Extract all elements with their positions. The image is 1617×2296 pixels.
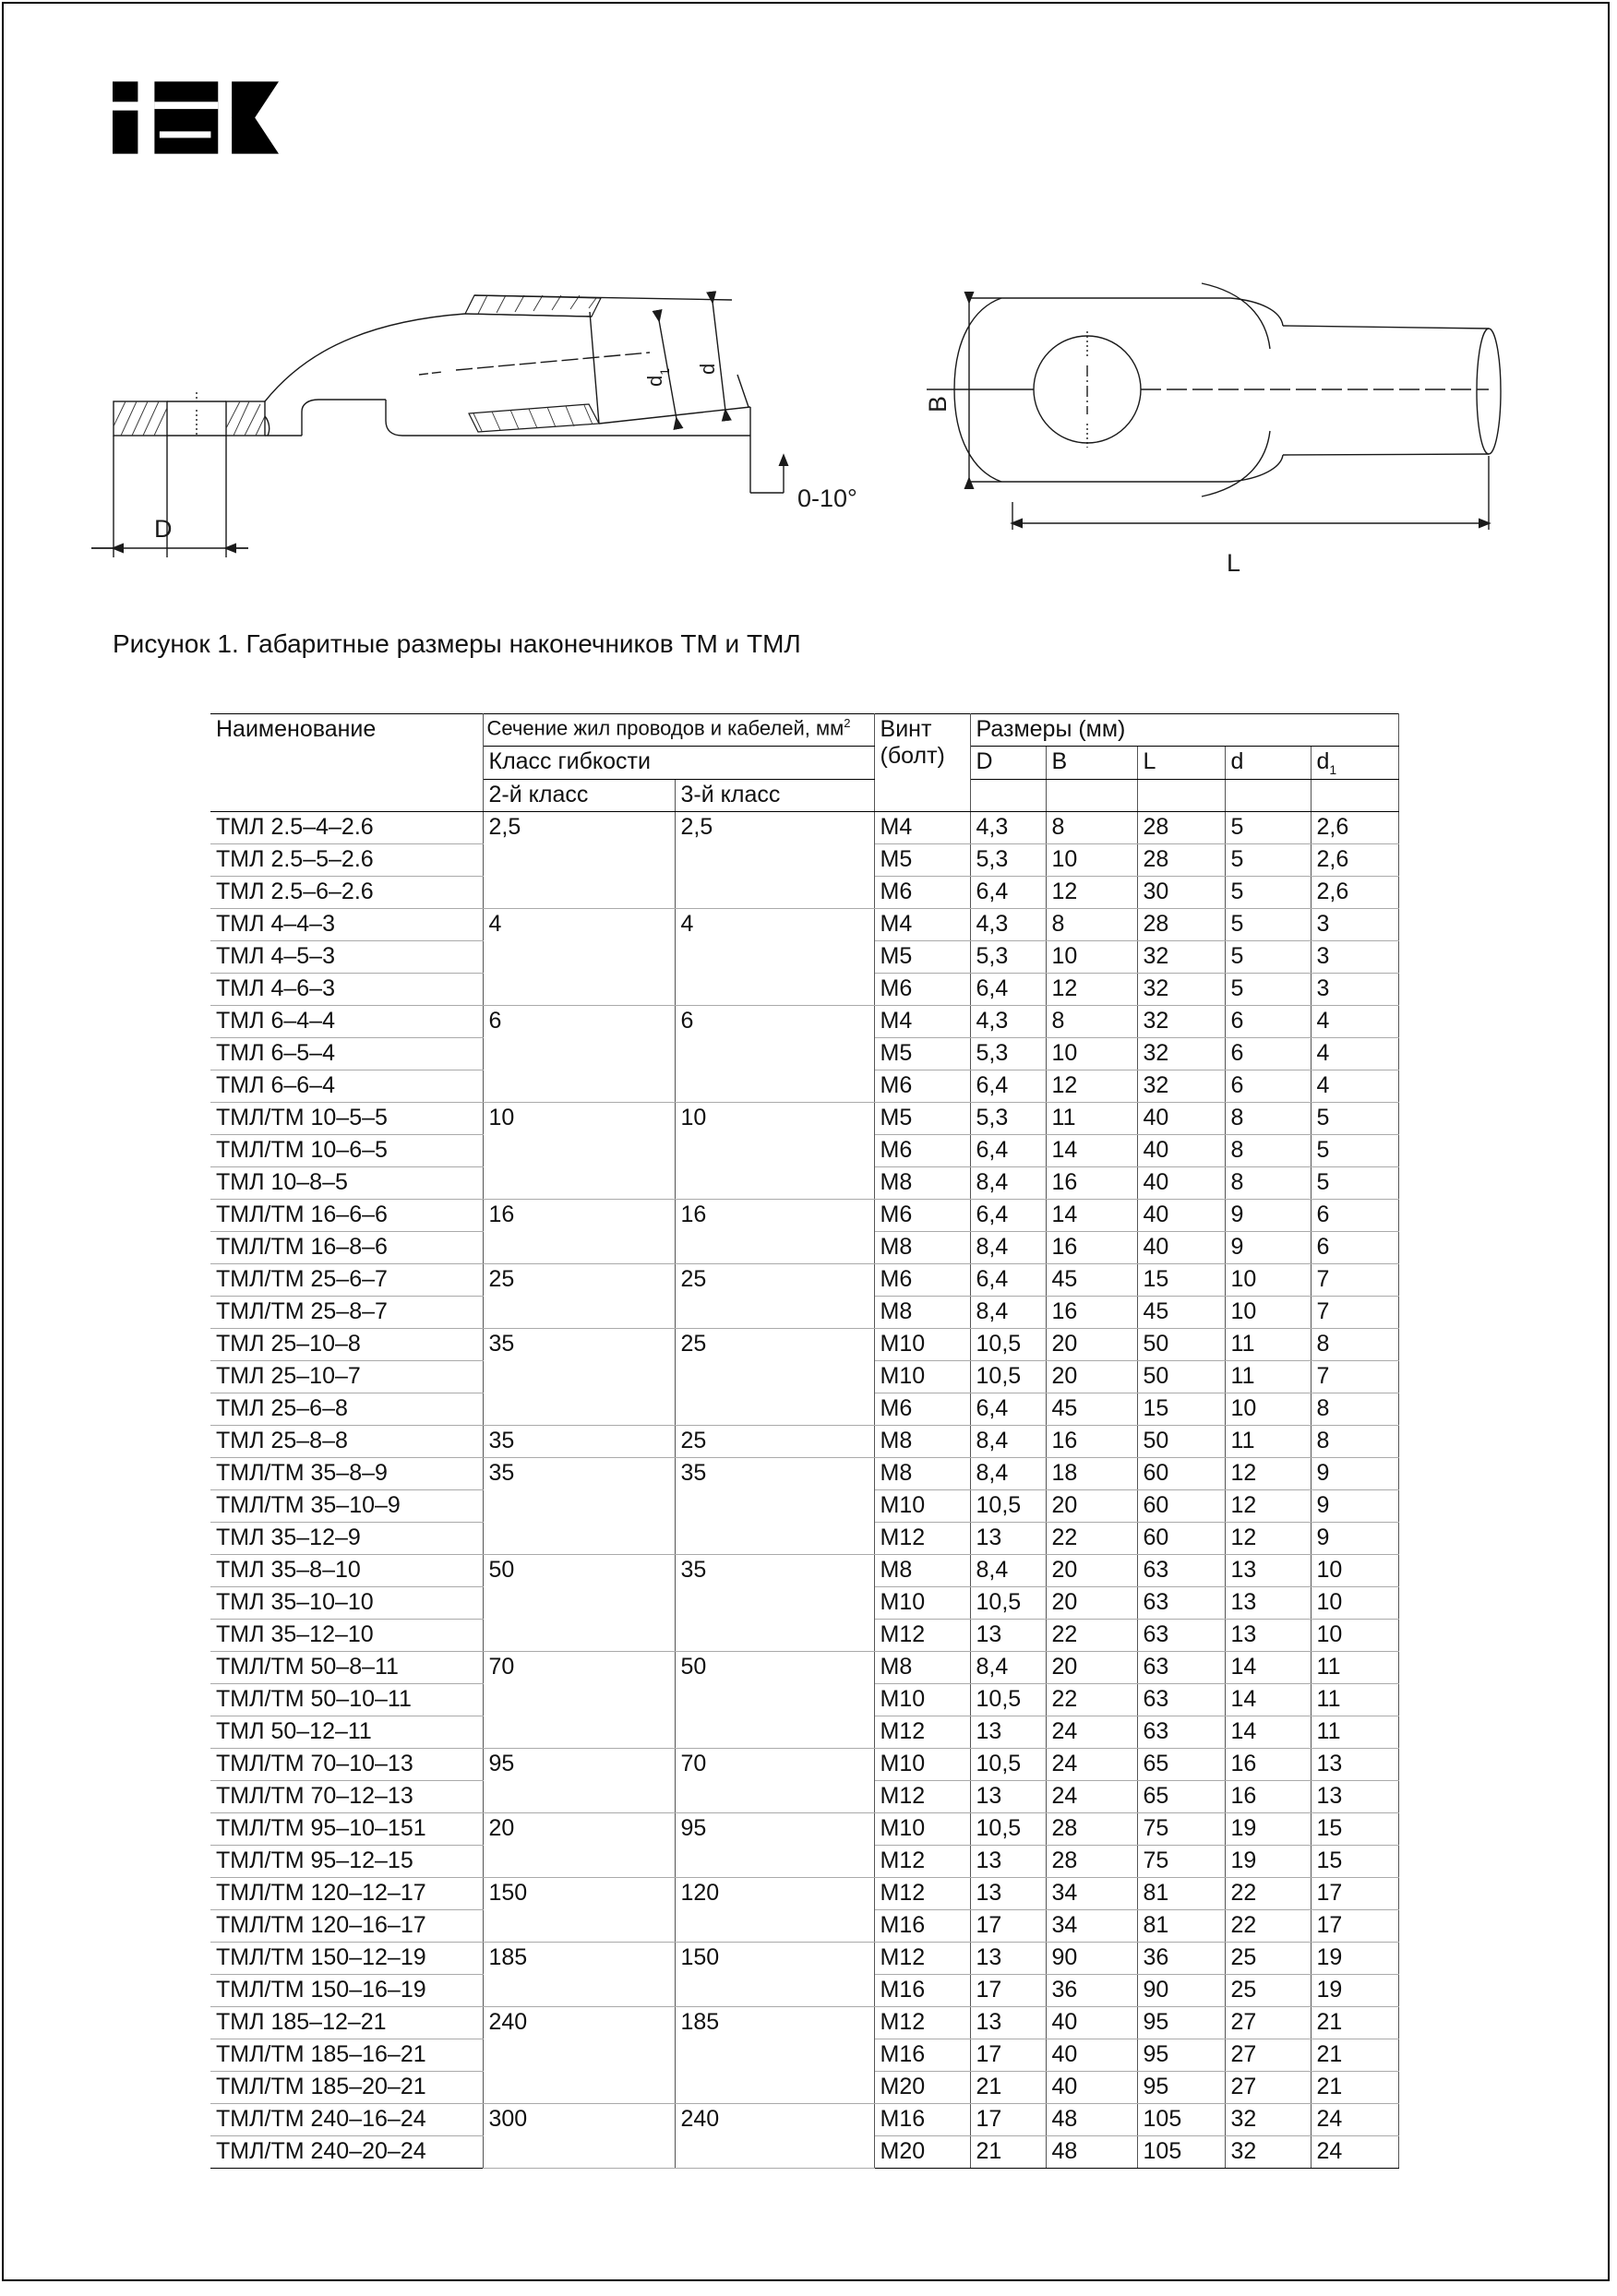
svg-text:D: D <box>154 515 173 543</box>
svg-text:d: d <box>696 364 719 375</box>
svg-text:d1: d1 <box>643 368 672 387</box>
svg-text:L: L <box>1227 549 1240 577</box>
svg-text:0-10°: 0-10° <box>797 484 857 512</box>
svg-text:B: B <box>924 396 952 413</box>
